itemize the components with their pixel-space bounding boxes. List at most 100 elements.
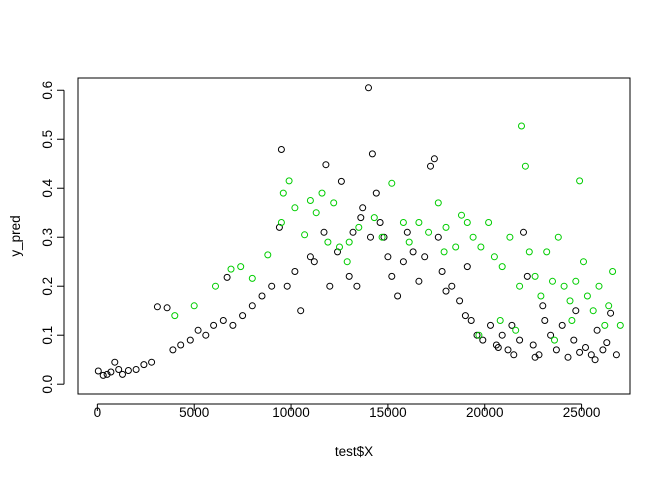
data-point	[171, 312, 179, 320]
data-point	[605, 302, 613, 310]
x-tick-label: 5000	[179, 405, 209, 420]
data-point	[365, 84, 372, 92]
data-point	[479, 336, 487, 344]
data-point	[318, 189, 326, 197]
data-point	[520, 228, 527, 236]
data-point	[510, 351, 518, 359]
data-point	[543, 248, 551, 256]
data-point	[210, 321, 218, 329]
data-point	[124, 367, 132, 374]
data-point	[603, 339, 611, 347]
data-point	[223, 273, 231, 281]
data-point	[440, 248, 448, 256]
data-point	[531, 353, 539, 361]
data-point	[277, 146, 285, 153]
data-point	[434, 199, 442, 207]
data-point	[506, 233, 514, 241]
y-tick-label: 0.0	[40, 375, 55, 394]
data-point	[587, 351, 595, 359]
data-point	[177, 341, 185, 349]
data-point	[353, 282, 361, 290]
data-point	[94, 367, 102, 375]
data-point	[601, 321, 609, 329]
data-point	[264, 251, 272, 259]
data-point	[370, 214, 378, 222]
data-point	[467, 317, 475, 324]
y-tick-label: 0.5	[40, 130, 55, 149]
y-tick-label: 0.1	[40, 326, 55, 345]
data-point	[458, 211, 465, 219]
data-point	[582, 344, 589, 351]
data-point	[576, 348, 584, 356]
data-point	[463, 263, 471, 271]
data-point	[442, 287, 450, 295]
data-point	[337, 177, 345, 185]
data-point	[609, 268, 617, 275]
data-point	[376, 219, 384, 226]
data-point	[558, 321, 566, 329]
data-point	[343, 258, 351, 266]
data-point	[301, 231, 309, 239]
data-point	[306, 197, 314, 204]
data-point	[367, 233, 374, 241]
data-point	[194, 326, 202, 334]
data-point	[591, 356, 599, 364]
data-point	[512, 326, 520, 334]
data-point	[237, 263, 245, 271]
data-point	[551, 336, 558, 344]
data-point	[405, 238, 413, 246]
data-point	[566, 297, 574, 305]
x-axis-label: test$X	[335, 444, 373, 459]
data-point	[399, 219, 407, 226]
data-point	[452, 243, 460, 251]
data-point	[547, 331, 555, 339]
data-point	[456, 297, 464, 305]
data-point	[349, 228, 357, 236]
data-point	[409, 248, 417, 256]
data-point	[186, 336, 194, 344]
data-point	[541, 317, 549, 324]
data-point	[248, 302, 256, 310]
data-point	[322, 161, 330, 169]
data-point	[153, 303, 161, 311]
data-point	[291, 204, 299, 212]
data-point	[525, 248, 533, 256]
data-point	[473, 331, 481, 339]
data-point	[498, 331, 506, 339]
data-point	[268, 282, 276, 290]
data-point	[568, 317, 576, 324]
data-point	[229, 321, 237, 329]
data-point	[552, 346, 560, 354]
data-point	[190, 302, 198, 310]
data-point	[549, 277, 556, 285]
x-tick-label: 25000	[563, 405, 601, 420]
data-point	[469, 233, 477, 241]
data-point	[554, 233, 562, 241]
data-point	[403, 228, 411, 236]
data-point	[572, 307, 580, 315]
data-point	[508, 321, 516, 329]
data-point	[576, 177, 584, 185]
data-point	[258, 292, 266, 300]
data-point	[394, 292, 402, 300]
data-point	[461, 312, 469, 320]
data-point	[498, 263, 506, 271]
data-point	[119, 370, 126, 378]
data-point	[324, 238, 332, 246]
data-point	[593, 326, 601, 334]
data-point	[202, 331, 210, 339]
y-tick-label: 0.4	[40, 178, 55, 197]
data-point	[529, 341, 537, 349]
data-point	[430, 155, 438, 163]
data-point	[537, 292, 545, 300]
data-point	[564, 353, 572, 361]
data-point	[219, 317, 227, 324]
data-point	[239, 312, 247, 320]
data-point	[227, 265, 235, 273]
data-point	[504, 346, 512, 354]
data-point	[169, 346, 177, 354]
data-point	[434, 233, 442, 241]
data-point	[425, 228, 433, 236]
data-point	[521, 162, 529, 170]
data-point	[103, 370, 111, 378]
